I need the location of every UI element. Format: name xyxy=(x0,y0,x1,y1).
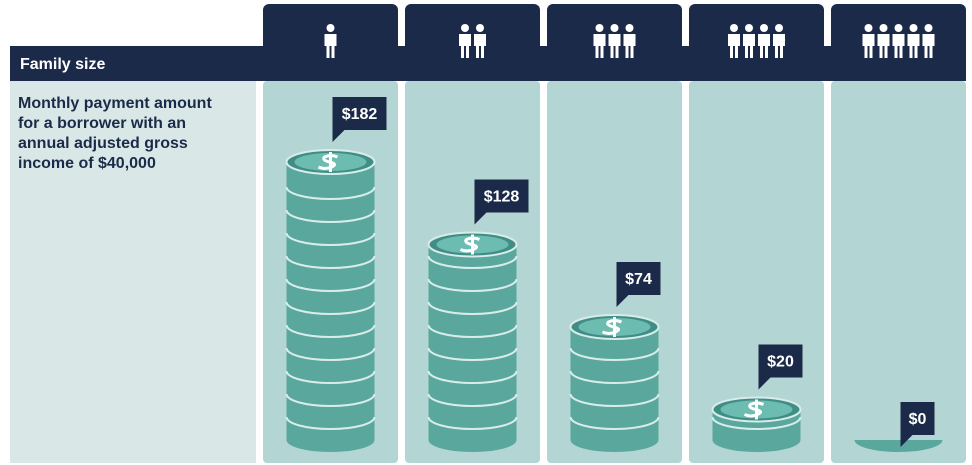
person-head xyxy=(476,24,484,32)
column-header xyxy=(405,4,540,81)
infographic: Family size Monthly payment amount for a… xyxy=(0,0,972,465)
person-head xyxy=(461,24,469,32)
column-header xyxy=(689,4,824,81)
value-label: $20 xyxy=(767,353,794,370)
coin-stack xyxy=(429,244,517,452)
chart: Family size Monthly payment amount for a… xyxy=(0,0,972,465)
value-label: $0 xyxy=(909,411,927,428)
person-head xyxy=(626,24,634,32)
y-axis-label: Monthly payment amount for a borrower wi… xyxy=(18,94,233,174)
column xyxy=(831,81,966,463)
y-label-box: Monthly payment amount for a borrower wi… xyxy=(18,94,248,184)
person-head xyxy=(596,24,604,32)
person-head xyxy=(730,24,738,32)
coin-stack xyxy=(571,327,659,452)
person-head xyxy=(895,24,903,32)
coin-stack xyxy=(287,162,375,452)
person-head xyxy=(925,24,933,32)
person-head xyxy=(760,24,768,32)
value-label: $74 xyxy=(625,271,652,288)
x-axis-label: Family size xyxy=(20,56,105,73)
person-head xyxy=(327,24,335,32)
value-label: $128 xyxy=(484,188,520,205)
person-head xyxy=(775,24,783,32)
person-head xyxy=(910,24,918,32)
person-head xyxy=(611,24,619,32)
value-label: $182 xyxy=(342,106,378,123)
person-head xyxy=(865,24,873,32)
person-head xyxy=(880,24,888,32)
person-head xyxy=(745,24,753,32)
